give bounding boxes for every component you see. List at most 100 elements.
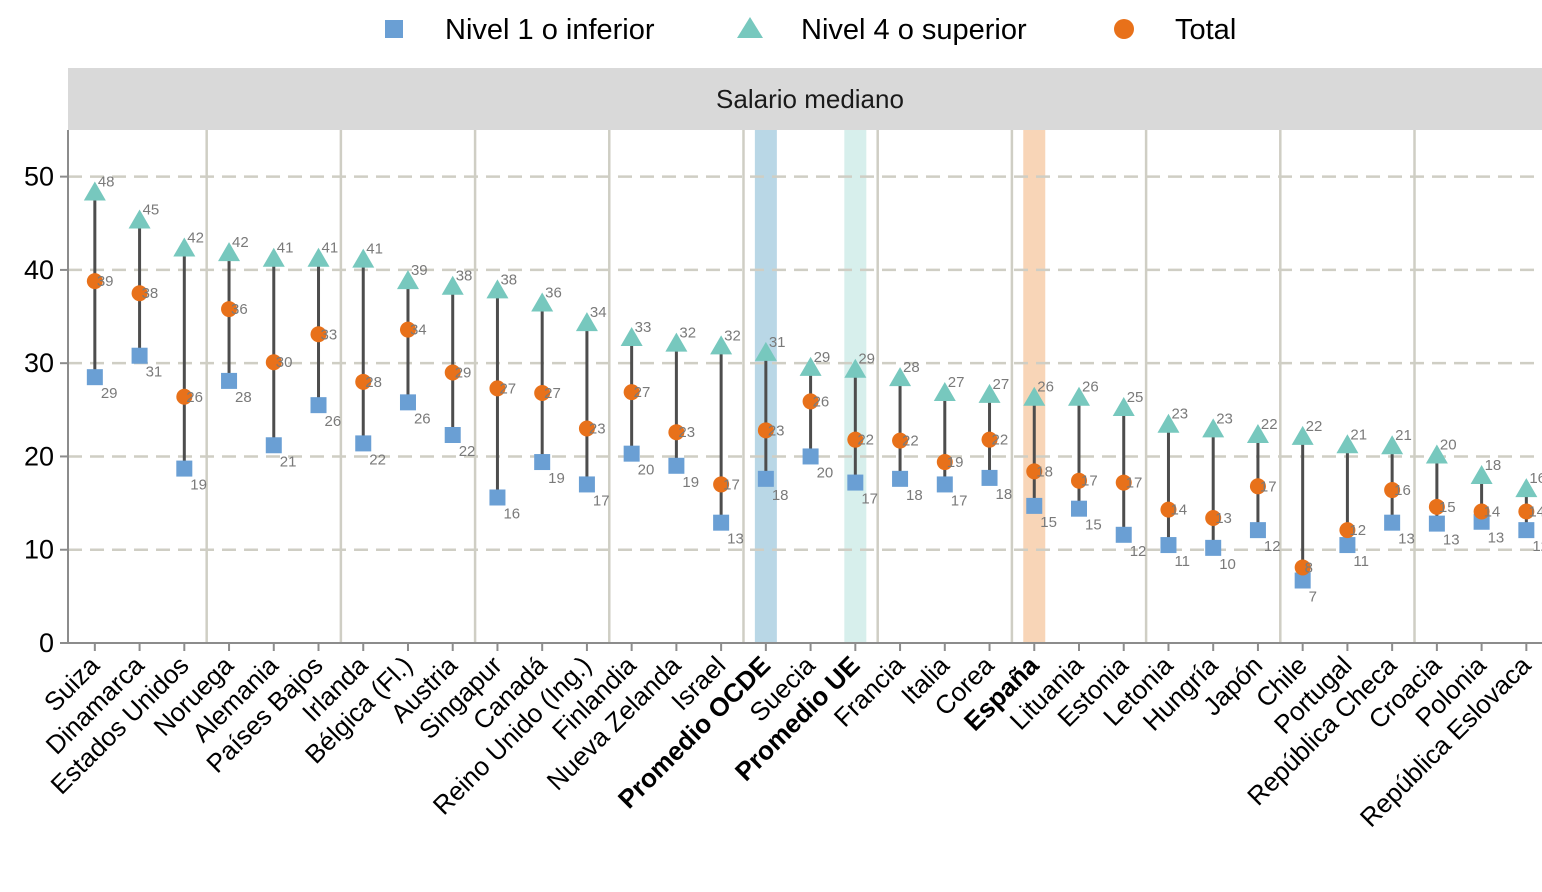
point-nivel-1 [534,454,551,471]
point-nivel-1 [802,448,819,465]
point-nivel-4 [1425,444,1448,464]
data-label-nivel-4: 26 [1037,379,1054,396]
point-nivel-1 [578,476,595,493]
point-total [1070,472,1087,489]
point-nivel-1 [1428,515,1445,532]
category-group: 20 33 27 [620,319,654,479]
data-label-nivel-4: 38 [500,271,517,288]
legend-label: Nivel 1 o inferior [445,14,655,46]
point-nivel-4 [889,367,912,387]
point-nivel-4 [620,326,643,346]
point-total [444,364,461,381]
point-nivel-4 [128,209,151,229]
data-label-nivel-4: 29 [858,351,875,368]
category-group: 19 36 27 [531,284,565,487]
point-total [668,424,685,441]
category-group: 12 25 17 [1112,389,1147,560]
point-total [176,388,193,405]
point-nivel-4 [1112,396,1135,416]
data-label-total: 22 [902,433,919,450]
point-nivel-4 [1336,434,1359,454]
point-nivel-1 [1294,572,1311,589]
category-group: 13 21 16 [1381,427,1415,548]
data-label-nivel-1: 15 [1040,514,1057,531]
category-group: 29 48 39 [83,173,118,402]
point-nivel-4 [218,242,241,262]
data-label-total: 14 [1170,502,1187,519]
category-group: 28 42 36 [218,234,252,406]
data-label-nivel-4: 26 [1082,379,1099,396]
data-label-total: 33 [321,326,338,343]
data-label-nivel-4: 41 [366,241,383,258]
data-label-nivel-1: 7 [1309,589,1317,606]
data-label-nivel-1: 19 [548,470,565,487]
data-label-total: 23 [678,424,695,441]
data-label-nivel-1: 15 [1085,517,1102,534]
point-nivel-1 [623,445,640,462]
point-total [1115,474,1132,491]
point-nivel-1 [981,469,998,486]
point-nivel-4 [1023,386,1046,406]
data-label-nivel-4: 32 [679,325,696,342]
data-label-nivel-1: 19 [190,477,207,494]
data-label-nivel-1: 17 [951,492,968,509]
highlight-band [1023,130,1046,643]
data-label-nivel-4: 27 [993,376,1010,393]
point-total [355,373,372,390]
data-label-total: 27 [499,380,516,397]
category-group: 17 29 22 [844,351,878,508]
data-label-nivel-1: 17 [593,492,610,509]
data-label-nivel-1: 12 [1130,543,1147,560]
point-total [936,454,953,471]
data-label-nivel-1: 12 [1532,538,1542,555]
data-label-total: 16 [1394,482,1411,499]
point-nivel-1 [757,470,774,487]
data-label-nivel-1: 31 [146,364,163,381]
data-label-total: 15 [1439,499,1456,516]
data-label-nivel-4: 23 [1216,410,1233,427]
point-total [1205,510,1222,527]
point-nivel-1 [1026,497,1043,514]
data-label-total: 13 [1215,510,1232,527]
point-nivel-1 [1339,537,1356,554]
data-label-nivel-4: 21 [1395,427,1412,444]
point-total [1428,498,1445,515]
category-group: 15 26 18 [1023,379,1057,531]
point-nivel-1 [86,369,103,386]
data-label-nivel-1: 13 [1488,530,1505,547]
point-total [86,273,103,290]
point-nivel-4 [352,248,375,268]
data-label-nivel-1: 22 [369,451,386,468]
data-label-total: 28 [365,374,382,391]
point-total [489,380,506,397]
data-label-nivel-4: 22 [1306,418,1323,435]
point-nivel-4 [307,247,330,267]
data-label-nivel-4: 34 [590,304,607,321]
point-total [578,420,595,437]
category-group: 21 41 30 [262,240,296,470]
category-group: 17 27 19 [933,374,968,509]
data-label-total: 17 [1126,475,1143,492]
category-group: 17 34 23 [575,304,610,509]
point-nivel-4 [933,382,956,402]
data-label-nivel-4: 41 [277,240,294,257]
data-label-nivel-4: 38 [456,268,473,285]
category-group: 11 23 14 [1157,406,1190,570]
data-label-nivel-1: 26 [325,413,342,430]
data-label-nivel-1: 13 [727,531,744,548]
data-label-nivel-4: 36 [545,284,562,301]
point-nivel-1 [176,460,193,477]
data-label-nivel-4: 41 [322,240,339,257]
category-group: 12 16 14 [1515,470,1542,555]
data-label-nivel-1: 16 [503,505,520,522]
category-group: 19 32 23 [665,325,699,491]
point-total [1249,478,1266,495]
data-label-nivel-4: 25 [1127,389,1144,406]
data-label-nivel-4: 27 [948,374,965,391]
data-label-nivel-1: 29 [101,385,118,402]
data-label-nivel-1: 22 [459,443,476,460]
point-nivel-4 [665,332,688,352]
point-nivel-4 [173,237,196,257]
y-tick-label: 50 [24,162,54,192]
